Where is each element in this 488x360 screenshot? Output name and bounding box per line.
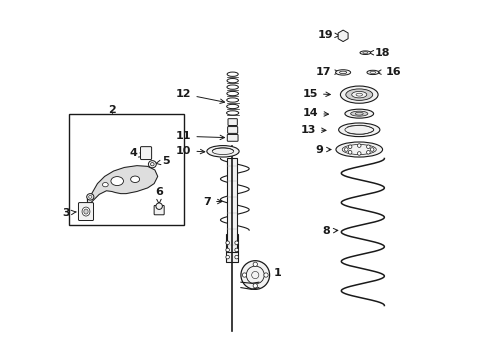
Circle shape — [242, 273, 246, 277]
Ellipse shape — [206, 145, 239, 157]
Text: 10: 10 — [176, 145, 204, 156]
Text: 7: 7 — [203, 197, 222, 207]
Text: 18: 18 — [368, 48, 389, 58]
Ellipse shape — [156, 203, 162, 210]
Ellipse shape — [338, 123, 379, 136]
Text: 5: 5 — [156, 156, 169, 166]
Circle shape — [225, 248, 229, 252]
Text: 9: 9 — [315, 144, 330, 154]
Ellipse shape — [366, 70, 378, 75]
Text: 1: 1 — [253, 268, 281, 278]
FancyBboxPatch shape — [227, 127, 237, 134]
Circle shape — [366, 150, 369, 154]
Polygon shape — [87, 166, 158, 203]
Circle shape — [234, 241, 238, 244]
Ellipse shape — [351, 91, 366, 98]
FancyBboxPatch shape — [154, 206, 164, 215]
Circle shape — [357, 144, 360, 147]
Text: 17: 17 — [315, 67, 339, 77]
Circle shape — [234, 248, 238, 252]
Circle shape — [369, 148, 373, 151]
Circle shape — [366, 145, 369, 149]
Bar — [225, 234, 238, 262]
Circle shape — [253, 262, 257, 266]
Text: 13: 13 — [300, 125, 325, 135]
Ellipse shape — [350, 111, 367, 116]
Text: 3: 3 — [62, 208, 76, 218]
Text: 11: 11 — [176, 131, 224, 141]
Circle shape — [264, 273, 267, 277]
Circle shape — [225, 241, 229, 244]
Text: 8: 8 — [322, 226, 337, 236]
Circle shape — [347, 150, 351, 154]
Text: 15: 15 — [302, 89, 329, 99]
Text: 4: 4 — [129, 148, 143, 158]
Circle shape — [234, 255, 238, 259]
Ellipse shape — [130, 176, 139, 183]
FancyBboxPatch shape — [140, 147, 151, 159]
Ellipse shape — [344, 109, 373, 118]
FancyBboxPatch shape — [78, 203, 93, 221]
Ellipse shape — [148, 161, 156, 168]
Ellipse shape — [83, 209, 88, 214]
Ellipse shape — [111, 177, 123, 185]
FancyBboxPatch shape — [227, 119, 237, 126]
Text: 16: 16 — [376, 67, 400, 77]
Circle shape — [253, 284, 257, 288]
Circle shape — [241, 261, 269, 289]
Text: 2: 2 — [108, 105, 116, 115]
Bar — [69, 114, 183, 225]
Ellipse shape — [335, 70, 350, 75]
Ellipse shape — [86, 194, 94, 200]
Text: 12: 12 — [176, 89, 224, 103]
Circle shape — [344, 148, 347, 151]
Ellipse shape — [340, 86, 377, 103]
Ellipse shape — [82, 207, 90, 216]
Bar — [226, 158, 237, 252]
Ellipse shape — [102, 183, 108, 187]
Text: 19: 19 — [317, 30, 339, 40]
FancyBboxPatch shape — [227, 134, 238, 141]
Ellipse shape — [335, 142, 382, 157]
Circle shape — [225, 255, 229, 259]
Circle shape — [347, 145, 351, 149]
Ellipse shape — [359, 51, 370, 54]
Text: 6: 6 — [155, 187, 163, 204]
Ellipse shape — [345, 89, 372, 100]
Circle shape — [357, 152, 360, 155]
Text: 14: 14 — [302, 108, 328, 118]
